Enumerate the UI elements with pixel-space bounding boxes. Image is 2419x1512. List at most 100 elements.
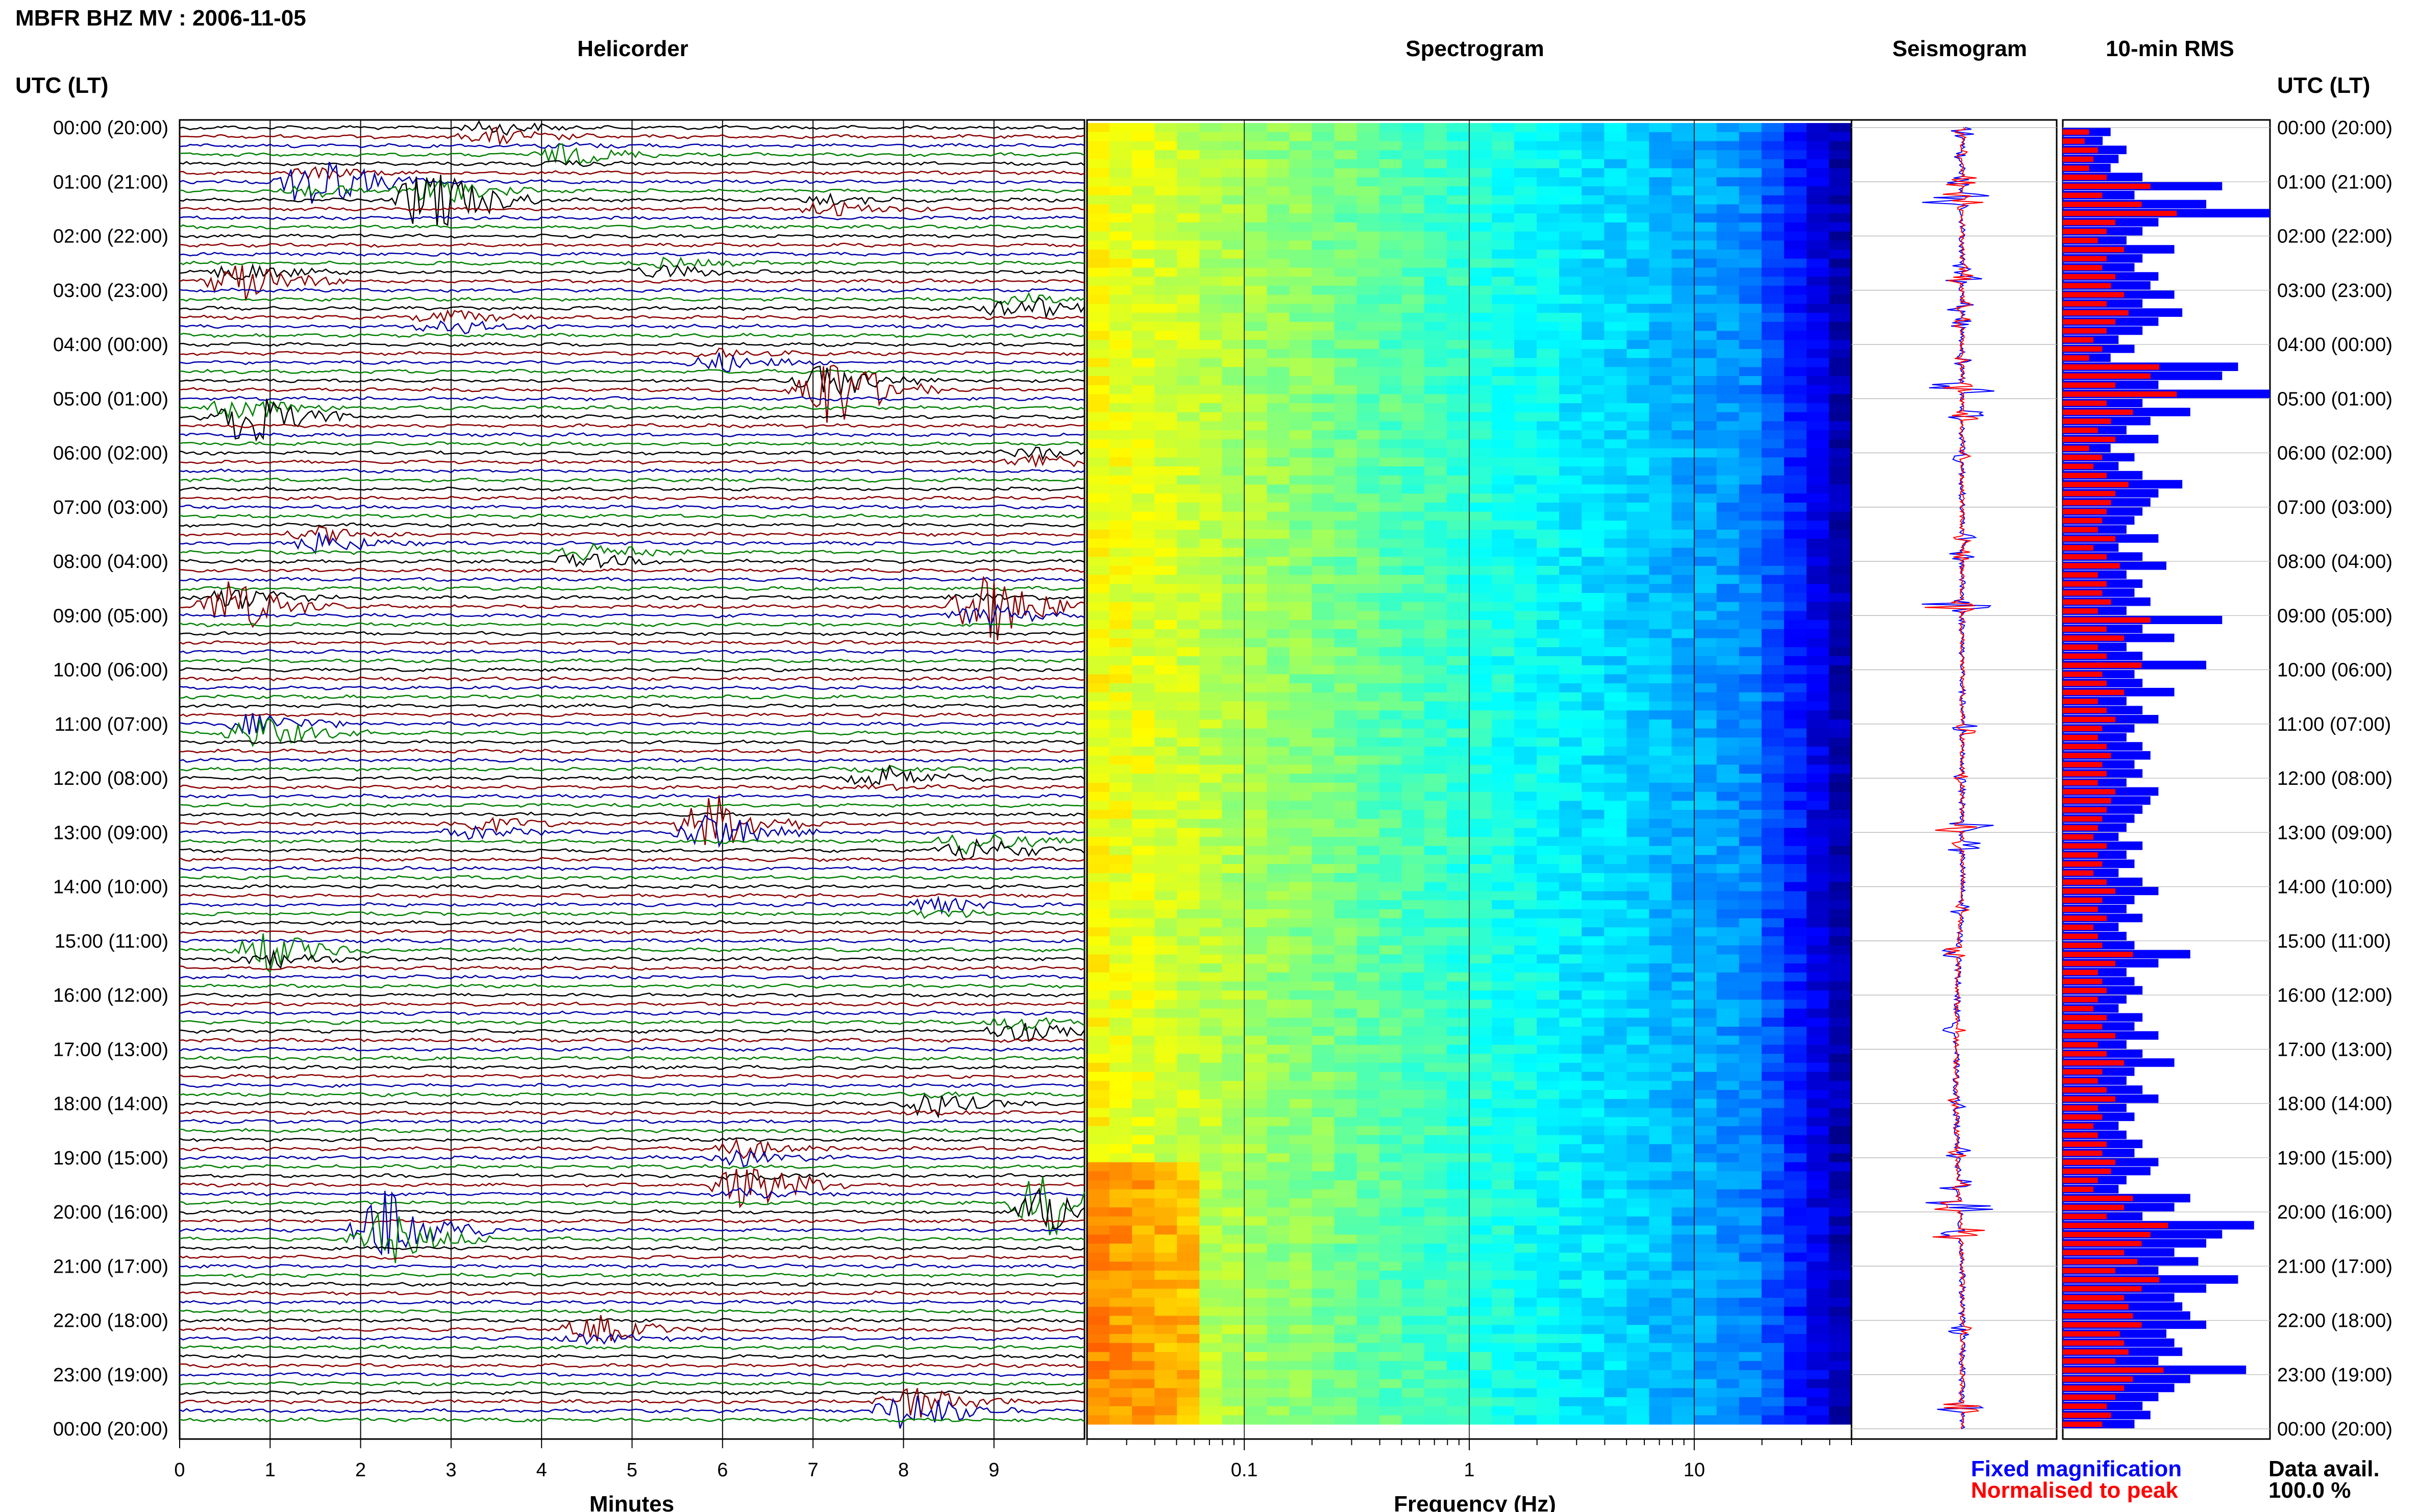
spectrogram-cell [1716,882,1740,891]
spectrogram-cell [1671,1144,1695,1154]
spectrogram-cell [1694,538,1717,548]
spectrogram-cell [1446,1271,1470,1280]
spectrogram-cell [1829,150,1852,160]
spectrogram-cell [1132,638,1155,648]
spectrogram-cell [1626,277,1650,286]
spectrogram-cell [1806,159,1830,169]
spectrogram-cell [1492,755,1515,765]
spectrogram-cell [1514,936,1537,946]
spectrogram-cell [1829,1198,1852,1208]
spectrogram-cell [1469,837,1492,847]
spectrogram-cell [1784,493,1807,503]
spectrogram-cell [1604,493,1627,503]
spectrogram-cell [1784,891,1807,901]
spectrogram-cell [1177,1108,1200,1118]
spectrogram-cell [1829,385,1852,394]
spectrogram-cell [1132,1198,1155,1208]
spectrogram-cell [1312,159,1335,169]
spectrogram-cell [1244,810,1268,820]
spectrogram-cell [1199,439,1222,449]
spectrogram-cell [1739,250,1762,259]
helicorder-trace [179,166,1085,180]
spectrogram-cell [1784,1271,1807,1280]
spectrogram-cell [1401,204,1425,214]
spectrogram-cell [1469,909,1492,919]
spectrogram-cell [1537,1108,1560,1118]
spectrogram-cell [1716,1261,1740,1271]
spectrogram-cell [1177,1288,1200,1298]
helicorder-trace [179,795,1085,846]
spectrogram-cell [1154,1388,1177,1398]
spectrogram-cell [1424,1216,1447,1226]
spectrogram-cell [1806,1325,1830,1334]
spectrogram-cell [1829,1180,1852,1190]
spectrogram-cell [1626,891,1650,901]
spectrogram-cell [1222,475,1245,485]
spectrogram-cell [1806,1343,1830,1353]
spectrogram-cell [1424,873,1447,883]
spectrogram-cell [1334,620,1357,630]
spectrogram-cell [1671,340,1695,350]
spectrogram-cell [1559,1207,1582,1217]
spectrogram-cell [1401,1271,1425,1280]
spectrogram-cell [1514,394,1537,404]
spectrogram-cell [1559,277,1582,286]
spectrogram-cell [1806,701,1830,711]
spectrogram-cell [1559,791,1582,801]
spectrogram-cell [1244,258,1268,268]
spectrogram-cell [1177,1099,1200,1108]
spectrogram-cell [1177,430,1200,440]
spectrogram-cell [1199,828,1222,837]
spectrogram-cell [1514,186,1537,196]
spectrogram-cell [1177,945,1200,955]
spectrogram-cell [1334,1334,1357,1344]
spectrogram-cell [1649,520,1672,530]
spectrogram-cell [1492,728,1515,738]
spectrogram-cell [1492,1207,1515,1217]
spectrogram-cell [1582,900,1605,910]
spectrogram-cell [1559,1062,1582,1073]
spectrogram-cell [1132,321,1155,331]
spectrogram-cell [1177,665,1200,675]
spectrogram-cell [1177,1244,1200,1253]
spectrogram-cell [1604,294,1627,304]
spectrogram-cell [1199,990,1222,1000]
spectrogram-cell [1334,1225,1357,1235]
spectrogram-cell [1267,1081,1290,1090]
spectrogram-cell [1401,186,1425,196]
spectrogram-cell [1109,692,1132,702]
spectrogram-cell [1671,728,1695,738]
helicorder-trace [179,468,1085,474]
spectrogram-cell [1761,502,1785,512]
spectrogram-cell [1401,1117,1425,1127]
spectrogram-cell [1761,710,1785,720]
spectrogram-cell [1559,701,1582,711]
spectrogram-cell [1537,837,1560,847]
spectrogram-cell [1537,665,1560,675]
spectrogram-cell [1829,1225,1852,1235]
spectrogram-cell [1312,530,1335,539]
spectrogram-cell [1829,846,1852,856]
spectrogram-cell [1626,593,1650,603]
spectrogram-cell [1492,1062,1515,1073]
spectrogram-cell [1514,150,1537,160]
spectrogram-cell [1379,692,1402,702]
spectrogram-cell [1379,1126,1402,1136]
spectrogram-cell [1739,159,1762,169]
spectrogram-cell [1761,475,1785,485]
spectrogram-cell [1154,1171,1177,1181]
spectrogram-cell [1492,1135,1515,1145]
spectrogram-cell [1739,430,1762,440]
spectrogram-cell [1356,565,1380,576]
spectrogram-cell [1424,909,1447,919]
spectrogram-cell [1312,538,1335,548]
spectrogram-cell [1267,1298,1290,1307]
spectrogram-cell [1626,484,1650,494]
spectrogram-cell [1829,520,1852,530]
spectrogram-cell [1784,520,1807,530]
spectrogram-cell [1334,1153,1357,1163]
spectrogram-cell [1649,367,1672,377]
spectrogram-cell [1784,1153,1807,1163]
helicorder-trace [179,658,1085,663]
spectrogram-cell [1784,1244,1807,1253]
